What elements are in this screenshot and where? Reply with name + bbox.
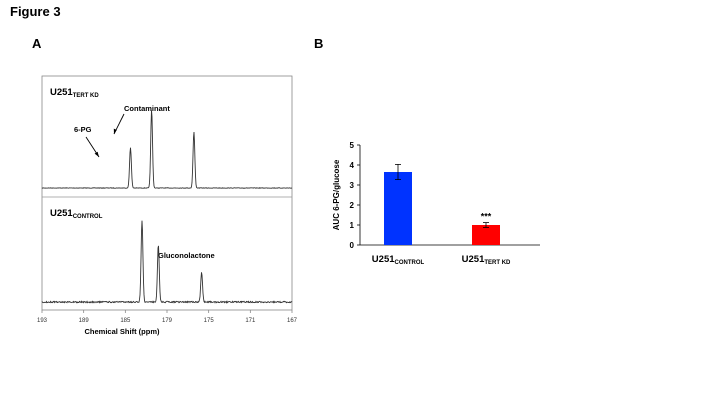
nmr-x-tick-label: 171 xyxy=(245,318,256,324)
annotation-6pg: 6-PG xyxy=(74,125,92,134)
top-spectrum-trace xyxy=(41,110,293,189)
bar xyxy=(472,225,500,245)
bar-y-tick-label: 0 xyxy=(350,241,355,250)
bar-category-label: U251TERT KD xyxy=(462,254,511,266)
nmr-x-tick-label: 189 xyxy=(79,318,90,324)
nmr-x-tick-label: 185 xyxy=(120,318,131,324)
nmr-x-tick-label: 167 xyxy=(287,318,298,324)
bar-y-tick-label: 1 xyxy=(350,221,355,230)
annotation-6pg-arrowhead xyxy=(94,151,99,157)
annotation-gluconolactone: Gluconolactone xyxy=(158,251,215,260)
figure-title: Figure 3 xyxy=(10,4,61,19)
bottom-trace-label: U251CONTROL xyxy=(50,208,103,220)
nmr-x-ticks: 193 189 185 179 175 171 167 xyxy=(37,310,298,324)
panel-label-a: A xyxy=(32,36,42,51)
bar xyxy=(384,172,412,245)
nmr-x-tick-label: 179 xyxy=(162,318,173,324)
bar-y-tick-label: 4 xyxy=(350,161,355,170)
nmr-x-tick-label: 175 xyxy=(204,318,215,324)
bar-y-ticks: 0 1 2 3 4 5 xyxy=(350,141,360,250)
panel-label-b: B xyxy=(314,36,324,51)
bar-y-tick-label: 3 xyxy=(350,181,355,190)
significance-marker: *** xyxy=(481,212,492,222)
bar-category-label: U251CONTROL xyxy=(372,254,425,266)
nmr-x-axis-label: Chemical Shift (ppm) xyxy=(84,327,160,336)
bar-series: U251CONTROL *** U251TERT KD xyxy=(372,163,511,266)
nmr-x-tick-label: 193 xyxy=(37,318,48,324)
annotation-contaminant-arrowhead xyxy=(113,128,117,134)
top-trace-label: U251TERT KD xyxy=(50,87,99,99)
bar-y-axis-label: AUC 6-PG/glucose xyxy=(332,159,341,230)
bar-y-tick-label: 5 xyxy=(350,141,355,150)
bar-y-tick-label: 2 xyxy=(350,201,355,210)
bottom-spectrum-trace xyxy=(41,220,293,304)
annotation-contaminant: Contaminant xyxy=(124,104,170,113)
